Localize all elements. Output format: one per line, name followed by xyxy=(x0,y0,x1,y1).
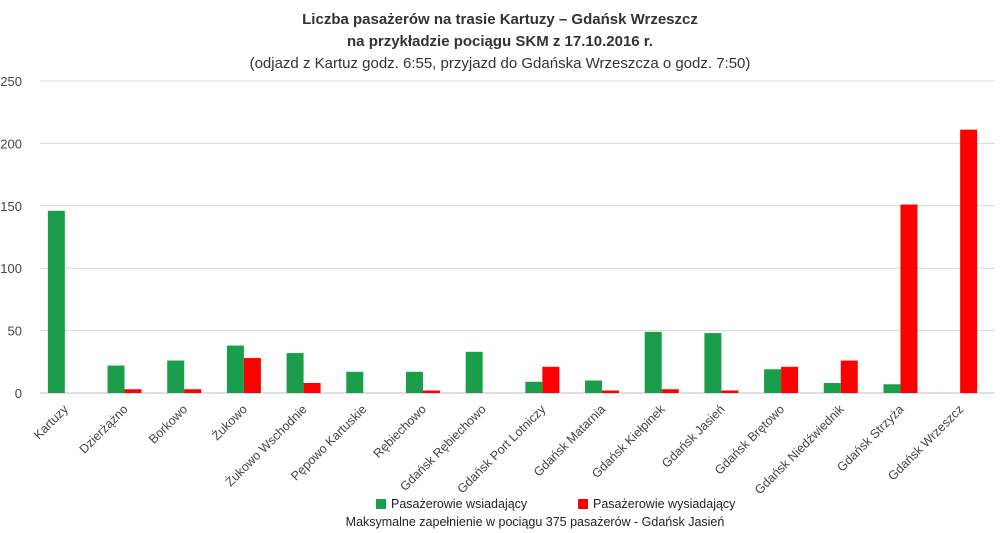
y-tick-label: 100 xyxy=(0,261,22,276)
bar-alighting-gdansk-kielpinek xyxy=(661,389,679,393)
x-tick-label-dzierzazno: Dzierżążno xyxy=(77,402,131,456)
bar-boarding-gdansk-port-lotniczy xyxy=(525,381,543,393)
bar-boarding-kartuzy xyxy=(47,210,65,393)
bar-boarding-zukowo-wschodnie xyxy=(286,353,304,393)
bar-boarding-gdansk-jasien xyxy=(704,333,722,393)
y-tick-label: 50 xyxy=(8,324,22,339)
chart-title: Liczba pasażerów na trasie Kartuzy – Gda… xyxy=(302,11,698,28)
bar-boarding-pepowo-kartuskie xyxy=(346,371,364,393)
bar-boarding-gdansk-niedzwiednik xyxy=(823,383,841,393)
x-tick-label-rebiechowo: Rębiechowo xyxy=(371,402,430,461)
y-tick-label: 250 xyxy=(0,74,22,89)
bar-alighting-gdansk-port-lotniczy xyxy=(542,366,560,393)
x-tick-label-borkowo: Borkowo xyxy=(146,402,190,446)
x-tick-label-gdansk-jasien: Gdańsk Jasień xyxy=(659,402,727,470)
bar-alighting-gdansk-strzyza xyxy=(900,204,918,393)
legend-label-boarding: Pasażerowie wsiadający xyxy=(391,497,528,511)
chart-footer-note: Maksymalne zapełnienie w pociągu 375 pas… xyxy=(346,515,725,529)
legend-label-alighting: Pasażerowie wysiadający xyxy=(593,497,736,511)
chart-subtitle-details: (odjazd z Kartuz godz. 6:55, przyjazd do… xyxy=(250,55,751,72)
bar-alighting-gdansk-jasien xyxy=(721,390,739,393)
bar-boarding-dzierzazno xyxy=(107,365,125,393)
bar-boarding-gdansk-rebiechowo xyxy=(465,351,483,393)
bar-alighting-gdansk-bretowo xyxy=(781,366,799,393)
bars-group xyxy=(47,129,978,393)
bar-alighting-gdansk-wrzeszcz xyxy=(960,129,978,393)
bar-alighting-borkowo xyxy=(184,389,202,393)
x-tick-label-zukowo: Żukowo xyxy=(209,402,250,443)
bar-alighting-zukowo xyxy=(243,358,261,393)
x-tick-label-kartuzy: Kartuzy xyxy=(31,402,71,442)
y-tick-label: 150 xyxy=(0,199,22,214)
chart-subtitle: na przykładzie pociągu SKM z 17.10.2016 … xyxy=(347,33,653,50)
gridlines xyxy=(40,80,995,394)
bar-boarding-gdansk-strzyza xyxy=(883,384,901,393)
legend-swatch-alighting xyxy=(578,499,588,509)
bar-boarding-borkowo xyxy=(167,360,185,393)
legend-swatch-boarding xyxy=(376,499,386,509)
bar-boarding-gdansk-matarnia xyxy=(585,380,603,393)
bar-alighting-dzierzazno xyxy=(124,389,142,393)
y-tick-label: 200 xyxy=(0,136,22,151)
bar-alighting-zukowo-wschodnie xyxy=(303,383,321,393)
bar-boarding-rebiechowo xyxy=(405,371,423,393)
bar-boarding-zukowo xyxy=(226,345,244,393)
y-tick-label: 0 xyxy=(15,386,22,401)
bar-alighting-gdansk-matarnia xyxy=(602,390,620,393)
legend: Pasażerowie wsiadający Pasażerowie wysia… xyxy=(376,497,736,511)
bar-alighting-rebiechowo xyxy=(422,390,440,393)
bar-boarding-gdansk-kielpinek xyxy=(644,331,662,393)
bar-boarding-gdansk-bretowo xyxy=(764,369,782,393)
y-axis: 0 50 100 150 200 250 xyxy=(0,74,22,401)
bar-alighting-gdansk-niedzwiednik xyxy=(840,360,858,393)
